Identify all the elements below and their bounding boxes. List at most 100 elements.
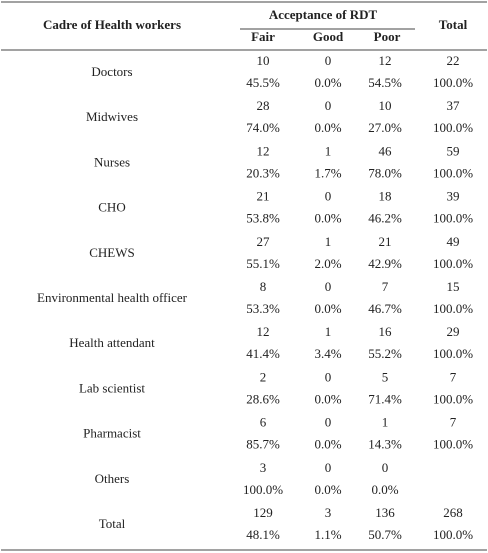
row-label: Doctors [91,64,132,79]
good-count: 0 [325,369,332,384]
row-label: CHEWS [89,245,135,260]
poor-percent: 50.7% [368,527,402,542]
fair-percent: 53.3% [246,301,280,316]
total-count: 7 [450,415,457,430]
fair-percent: 74.0% [246,120,280,135]
fair-count: 10 [257,53,270,68]
header-fair: Fair [251,29,275,44]
row-label: Health attendant [69,335,155,350]
poor-count: 136 [375,505,395,520]
total-count: 15 [447,279,460,294]
poor-count: 46 [379,143,393,158]
poor-count: 5 [382,369,389,384]
good-count: 1 [325,234,332,249]
fair-count: 12 [257,143,270,158]
good-percent: 0.0% [314,120,341,135]
total-percent: 100.0% [433,120,473,135]
good-count: 3 [325,505,332,520]
poor-count: 7 [382,279,389,294]
total-percent: 100.0% [433,391,473,406]
poor-count: 12 [379,53,392,68]
poor-percent: 27.0% [368,120,402,135]
total-count: 268 [443,505,463,520]
fair-percent: 20.3% [246,165,280,180]
poor-count: 21 [379,234,392,249]
good-count: 0 [325,460,332,475]
good-count: 0 [325,415,332,430]
total-percent: 100.0% [433,211,473,226]
total-count: 39 [447,189,460,204]
fair-percent: 28.6% [246,391,280,406]
row-label: Pharmacist [83,426,141,441]
poor-percent: 46.2% [368,211,402,226]
total-count: 49 [447,234,460,249]
good-percent: 3.4% [314,346,341,361]
poor-percent: 0.0% [371,482,398,497]
fair-count: 3 [260,460,267,475]
poor-count: 10 [379,98,392,113]
header-acceptance: Acceptance of RDT [269,7,378,22]
good-count: 1 [325,324,332,339]
row-label: Others [95,471,130,486]
row-label: Nurses [94,154,130,169]
fair-percent: 53.8% [246,211,280,226]
total-count: 7 [450,369,457,384]
fair-count: 129 [253,505,273,520]
fair-count: 27 [257,234,271,249]
row-label: Lab scientist [79,380,145,395]
header-cadre: Cadre of Health workers [43,17,181,32]
poor-percent: 71.4% [368,391,402,406]
poor-count: 1 [382,415,389,430]
good-percent: 0.0% [314,211,341,226]
row-label: Midwives [86,109,138,124]
poor-percent: 78.0% [368,165,402,180]
total-count: 22 [447,53,460,68]
fair-count: 2 [260,369,267,384]
poor-count: 0 [382,460,389,475]
good-count: 0 [325,279,332,294]
poor-percent: 46.7% [368,301,402,316]
total-count: 29 [447,324,460,339]
good-count: 1 [325,143,332,158]
total-count: 59 [447,143,460,158]
fair-percent: 48.1% [246,527,280,542]
poor-count: 18 [379,189,392,204]
total-count: 37 [447,98,461,113]
poor-percent: 54.5% [368,75,402,90]
total-percent: 100.0% [433,75,473,90]
header-total: Total [439,17,468,32]
good-percent: 0.0% [314,437,341,452]
row-label: CHO [98,200,125,215]
good-percent: 0.0% [314,75,341,90]
good-percent: 1.1% [314,527,341,542]
fair-percent: 100.0% [243,482,283,497]
good-count: 0 [325,53,332,68]
poor-percent: 14.3% [368,437,402,452]
good-percent: 0.0% [314,482,341,497]
total-percent: 100.0% [433,346,473,361]
row-label: Total [99,516,126,531]
total-percent: 100.0% [433,437,473,452]
good-percent: 0.0% [314,301,341,316]
good-percent: 2.0% [314,256,341,271]
good-count: 0 [325,189,332,204]
total-percent: 100.0% [433,165,473,180]
total-percent: 100.0% [433,527,473,542]
poor-percent: 42.9% [368,256,402,271]
fair-percent: 55.1% [246,256,280,271]
header-good: Good [313,29,344,44]
good-percent: 1.7% [314,165,341,180]
good-count: 0 [325,98,332,113]
total-percent: 100.0% [433,301,473,316]
fair-count: 21 [257,189,270,204]
fair-percent: 45.5% [246,75,280,90]
fair-count: 28 [257,98,270,113]
total-percent: 100.0% [433,256,473,271]
fair-count: 12 [257,324,270,339]
fair-count: 6 [260,415,267,430]
row-label: Environmental health officer [37,290,188,305]
fair-percent: 41.4% [246,346,280,361]
fair-percent: 85.7% [246,437,280,452]
